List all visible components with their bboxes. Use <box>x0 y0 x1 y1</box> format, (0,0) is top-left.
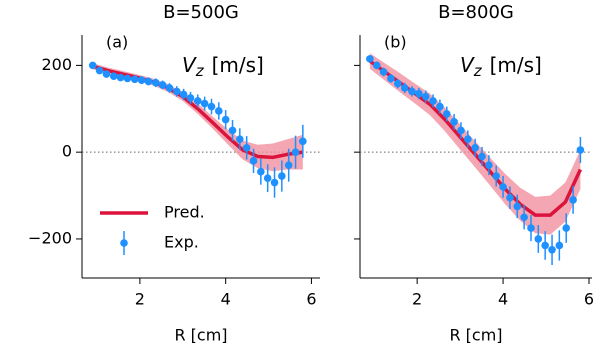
data-point <box>457 126 465 135</box>
data-point <box>442 110 451 118</box>
data-point <box>130 75 139 84</box>
data-point <box>366 55 374 63</box>
panel-label: (a) <box>106 33 128 52</box>
x-axis-label: R [cm] <box>174 326 227 345</box>
data-point <box>228 126 237 135</box>
data-point <box>263 174 272 182</box>
data-point <box>499 183 507 191</box>
data-point <box>520 213 528 222</box>
data-point <box>116 73 125 82</box>
annotation-symbol: V <box>460 53 475 77</box>
annotation: Vz [m/s] <box>182 53 264 80</box>
data-point <box>186 94 195 102</box>
data-point <box>172 87 181 96</box>
x-tick-label: 2 <box>412 290 422 309</box>
data-point <box>193 97 202 105</box>
confidence-band <box>92 63 303 172</box>
panel: B=500G −200 0 200 2 4 6 R [cm] (a) Vz [m/s] Pred. Ex… <box>28 2 320 345</box>
data-point <box>415 89 423 98</box>
data-point <box>236 135 244 143</box>
data-point <box>144 77 153 86</box>
data-point <box>562 224 571 232</box>
data-point <box>179 90 188 99</box>
legend-point <box>120 239 128 247</box>
data-point <box>569 196 577 204</box>
data-point <box>200 99 209 108</box>
x-tick-label: 6 <box>584 290 593 309</box>
annotation-symbol: V <box>182 53 197 77</box>
data-point <box>513 202 522 211</box>
data-point <box>102 70 111 78</box>
annotation-subscript: z <box>473 62 483 80</box>
data-point <box>278 172 286 180</box>
data-point <box>109 72 118 81</box>
panel-label: (b) <box>384 33 407 52</box>
data-point <box>534 235 543 243</box>
data-point <box>387 74 395 83</box>
annotation-subscript: z <box>195 62 205 80</box>
panel: B=800G 2 4 6 R [cm] (b) Vz [m/s] <box>354 2 593 345</box>
data-point <box>242 144 251 152</box>
x-tick-label: 2 <box>135 290 145 309</box>
data-point <box>88 61 97 70</box>
data-point <box>379 68 388 76</box>
x-tick-label: 4 <box>498 290 508 309</box>
data-point <box>548 245 556 254</box>
legend-label: Exp. <box>164 233 199 252</box>
data-point <box>284 161 293 169</box>
data-point <box>257 167 265 176</box>
data-point <box>506 193 514 202</box>
data-point <box>429 97 437 105</box>
data-point <box>95 66 104 75</box>
data-point <box>492 172 500 180</box>
panel-title: B=500G <box>163 2 239 23</box>
data-point <box>372 61 381 70</box>
data-point <box>214 107 223 115</box>
data-point <box>576 146 585 154</box>
data-point <box>471 144 479 152</box>
x-tick-label: 4 <box>221 290 231 309</box>
x-tick-label: 6 <box>306 290 316 309</box>
data-point <box>137 76 146 84</box>
annotation-unit: [m/s] <box>490 53 542 77</box>
data-point <box>207 102 216 111</box>
annotation: Vz [m/s] <box>460 53 542 80</box>
data-point <box>291 148 300 156</box>
data-point <box>527 224 535 232</box>
data-point <box>485 161 493 169</box>
data-point <box>408 87 416 96</box>
data-point <box>394 79 402 88</box>
x-axis-label: R [cm] <box>449 326 502 345</box>
y-tick-label: 200 <box>41 55 72 74</box>
annotation-unit: [m/s] <box>212 53 264 77</box>
data-point <box>299 137 307 146</box>
data-point <box>400 84 409 92</box>
data-point <box>158 81 167 89</box>
data-point <box>221 115 230 124</box>
legend-label: Pred. <box>164 203 205 222</box>
y-tick-label: 0 <box>62 142 72 161</box>
data-point <box>421 92 430 101</box>
data-point <box>165 84 174 92</box>
data-point <box>151 78 160 87</box>
data-point <box>464 135 472 143</box>
y-tick-label: −200 <box>28 228 72 247</box>
data-point <box>270 178 279 187</box>
data-point <box>555 241 564 250</box>
data-point <box>249 157 258 165</box>
data-point <box>450 117 458 126</box>
panel-title: B=800G <box>438 2 514 23</box>
data-point <box>478 152 486 161</box>
data-point <box>123 74 132 83</box>
data-point <box>436 102 444 111</box>
data-point <box>541 241 549 250</box>
